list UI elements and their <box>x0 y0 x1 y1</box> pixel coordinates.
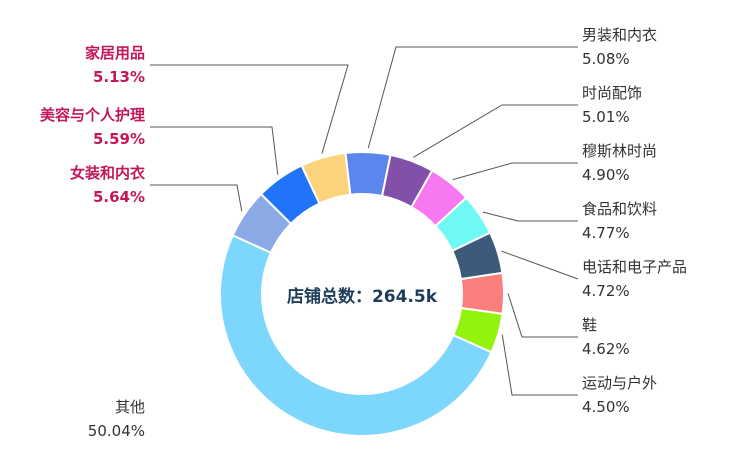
donut-slice <box>459 271 505 316</box>
slice-category-label: 穆斯林时尚 <box>582 142 657 160</box>
leader-line <box>150 184 243 212</box>
leader-line <box>482 211 578 222</box>
slice-percent-label: 4.90% <box>582 166 630 184</box>
center-total-label: 店铺总数：264.5k <box>287 286 438 307</box>
donut-slice <box>219 234 493 437</box>
slice-category-label: 其他 <box>115 398 145 416</box>
slice-labels: 男装和内衣 5.08% 时尚配饰 5.01% 穆斯林时尚 4.90% 食品和饮料 4.77% 电… <box>40 26 687 440</box>
slice-category-label: 运动与户外 <box>582 374 657 392</box>
slice-percent-label: 4.50% <box>582 398 630 416</box>
leader-line <box>452 162 578 181</box>
leader-line <box>150 126 279 175</box>
leader-line <box>367 46 578 149</box>
slice-category-label: 美容与个人护理 <box>40 106 145 124</box>
slice-category-label: 男装和内衣 <box>582 26 657 44</box>
slice-percent-label: 4.72% <box>582 282 630 300</box>
slice-percent-label: 50.04% <box>88 422 145 440</box>
slice-category-label: 女装和内衣 <box>70 164 145 182</box>
slice-percent-label: 5.64% <box>93 188 145 206</box>
leader-line <box>501 250 579 280</box>
leader-line <box>501 334 578 396</box>
slice-percent-label: 4.77% <box>582 224 630 242</box>
slice-category-label: 食品和饮料 <box>582 200 657 218</box>
slice-category-label: 鞋 <box>582 316 597 334</box>
leader-line <box>150 64 349 154</box>
leader-line <box>413 104 578 158</box>
donut-slice <box>300 151 352 205</box>
slice-percent-label: 5.13% <box>93 68 145 86</box>
leader-lines <box>150 46 579 396</box>
slice-percent-label: 5.08% <box>582 50 630 68</box>
slice-category-label: 电话和电子产品 <box>582 258 687 276</box>
slice-percent-label: 5.01% <box>582 108 630 126</box>
donut-slices <box>219 151 505 437</box>
slice-percent-label: 4.62% <box>582 340 630 358</box>
slice-percent-label: 5.59% <box>93 130 145 148</box>
slice-category-label: 时尚配饰 <box>582 84 642 102</box>
slice-category-label: 家居用品 <box>85 44 145 62</box>
leader-line <box>507 293 578 338</box>
